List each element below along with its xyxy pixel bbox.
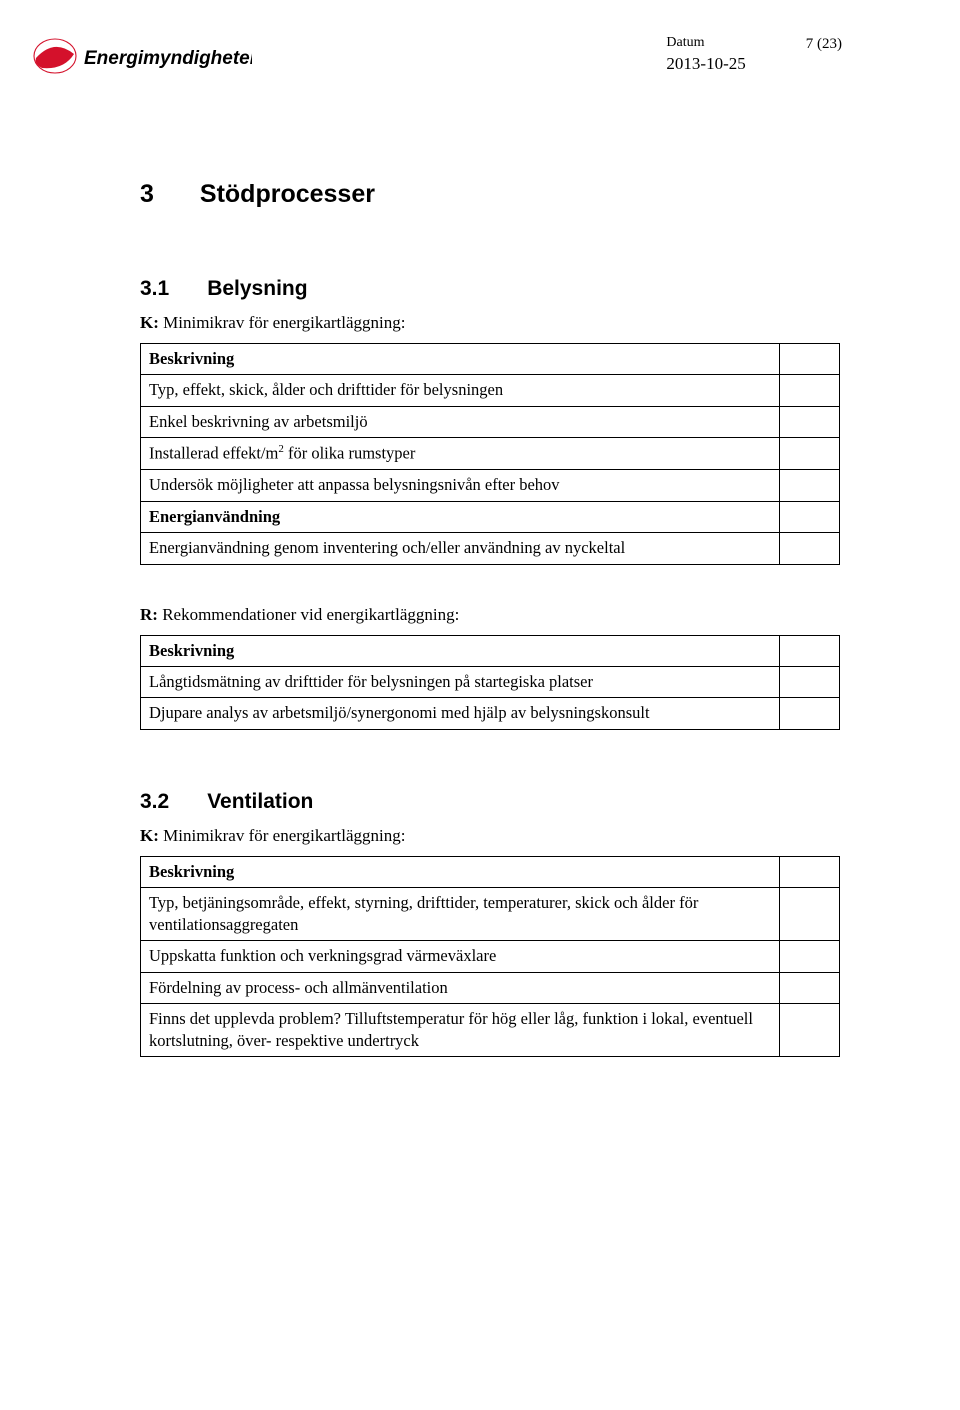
table-cell-left: Uppskatta funktion och verkningsgrad vär… (141, 941, 780, 972)
heading-3-1-num: 3.1 (140, 277, 169, 301)
heading-3-2-num: 3.2 (140, 790, 169, 814)
table-cell-right (780, 470, 840, 501)
table-cell-left: Fördelning av process- och allmänventila… (141, 972, 780, 1003)
table-3-2-k-body: BeskrivningTyp, betjäningsområde, effekt… (141, 856, 840, 1056)
table-3-1-k: BeskrivningTyp, effekt, skick, ålder och… (140, 343, 840, 565)
table-row: Djupare analys av arbetsmiljö/synergonom… (141, 698, 840, 729)
table-row: Beskrivning (141, 344, 840, 375)
table-cell-right (780, 344, 840, 375)
heading-3-1: 3.1 Belysning (140, 277, 840, 301)
table-cell-left: Energianvändning (141, 501, 780, 532)
table-cell-right (780, 667, 840, 698)
table-row: Beskrivning (141, 856, 840, 887)
table-cell-left: Långtidsmätning av drifttider för belysn… (141, 667, 780, 698)
table-cell-right (780, 533, 840, 564)
table-cell-right (780, 888, 840, 941)
table-row: Installerad effekt/m2 för olika rumstype… (141, 438, 840, 470)
table-cell-left: Beskrivning (141, 635, 780, 666)
table-3-2-k: BeskrivningTyp, betjäningsområde, effekt… (140, 856, 840, 1057)
table-row: Energianvändning genom inventering och/e… (141, 533, 840, 564)
table-3-1-r: BeskrivningLångtidsmätning av drifttider… (140, 635, 840, 730)
table-cell-left: Installerad effekt/m2 för olika rumstype… (141, 438, 780, 470)
table-cell-right (780, 501, 840, 532)
logo: Energimyndigheten (32, 34, 252, 83)
table-row: Beskrivning (141, 635, 840, 666)
table-row: Undersök möjligheter att anpassa belysni… (141, 470, 840, 501)
page-header: Energimyndigheten Datum 2013-10-25 7 (23… (0, 34, 960, 104)
k-line-3-1: K: Minimikrav för energikartläggning: (140, 313, 840, 333)
table-cell-left: Beskrivning (141, 856, 780, 887)
heading-3-2: 3.2 Ventilation (140, 790, 840, 814)
table-row: Uppskatta funktion och verkningsgrad vär… (141, 941, 840, 972)
header-right: Datum 2013-10-25 7 (23) (666, 34, 842, 76)
heading-3: 3 Stödprocesser (140, 180, 840, 209)
logo-svg: Energimyndigheten (32, 34, 252, 78)
table-row: Finns det upplevda problem? Tilluftstemp… (141, 1004, 840, 1057)
table-cell-left: Djupare analys av arbetsmiljö/synergonom… (141, 698, 780, 729)
page-number: 7 (23) (806, 34, 842, 76)
k-prefix: K: (140, 313, 159, 332)
table-cell-left: Finns det upplevda problem? Tilluftstemp… (141, 1004, 780, 1057)
k-prefix-3-2: K: (140, 826, 159, 845)
table-cell-right (780, 438, 840, 470)
table-cell-right (780, 406, 840, 437)
table-cell-left: Enkel beskrivning av arbetsmiljö (141, 406, 780, 437)
r-prefix: R: (140, 605, 158, 624)
table-cell-left: Energianvändning genom inventering och/e… (141, 533, 780, 564)
content: 3 Stödprocesser 3.1 Belysning K: Minimik… (140, 180, 840, 1057)
heading-3-2-title: Ventilation (207, 790, 313, 814)
k-text: Minimikrav för energikartläggning: (159, 313, 406, 332)
table-cell-right (780, 1004, 840, 1057)
heading-3-title: Stödprocesser (200, 180, 375, 209)
table-row: Typ, betjäningsområde, effekt, styrning,… (141, 888, 840, 941)
k-text-3-2: Minimikrav för energikartläggning: (159, 826, 406, 845)
datum-value: 2013-10-25 (666, 53, 745, 76)
table-cell-right (780, 698, 840, 729)
datum-label: Datum (666, 34, 745, 53)
logo-text: Energimyndigheten (84, 48, 252, 69)
table-cell-right (780, 635, 840, 666)
table-cell-left: Typ, betjäningsområde, effekt, styrning,… (141, 888, 780, 941)
table-row: Typ, effekt, skick, ålder och drifttider… (141, 375, 840, 406)
table-row: Enkel beskrivning av arbetsmiljö (141, 406, 840, 437)
table-row: Fördelning av process- och allmänventila… (141, 972, 840, 1003)
r-line-3-1: R: Rekommendationer vid energikartläggni… (140, 605, 840, 625)
table-cell-right (780, 941, 840, 972)
heading-3-1-title: Belysning (207, 277, 307, 301)
table-cell-right (780, 375, 840, 406)
table-cell-right (780, 856, 840, 887)
table-row: Energianvändning (141, 501, 840, 532)
table-cell-left: Undersök möjligheter att anpassa belysni… (141, 470, 780, 501)
table-cell-left: Beskrivning (141, 344, 780, 375)
table-cell-right (780, 972, 840, 1003)
k-line-3-2: K: Minimikrav för energikartläggning: (140, 826, 840, 846)
table-3-1-r-body: BeskrivningLångtidsmätning av drifttider… (141, 635, 840, 729)
datum-block: Datum 2013-10-25 (666, 34, 745, 76)
table-cell-left: Typ, effekt, skick, ålder och drifttider… (141, 375, 780, 406)
table-row: Långtidsmätning av drifttider för belysn… (141, 667, 840, 698)
table-3-1-k-body: BeskrivningTyp, effekt, skick, ålder och… (141, 344, 840, 565)
heading-3-num: 3 (140, 180, 154, 209)
page: Energimyndigheten Datum 2013-10-25 7 (23… (0, 0, 960, 1410)
r-text: Rekommendationer vid energikartläggning: (158, 605, 459, 624)
